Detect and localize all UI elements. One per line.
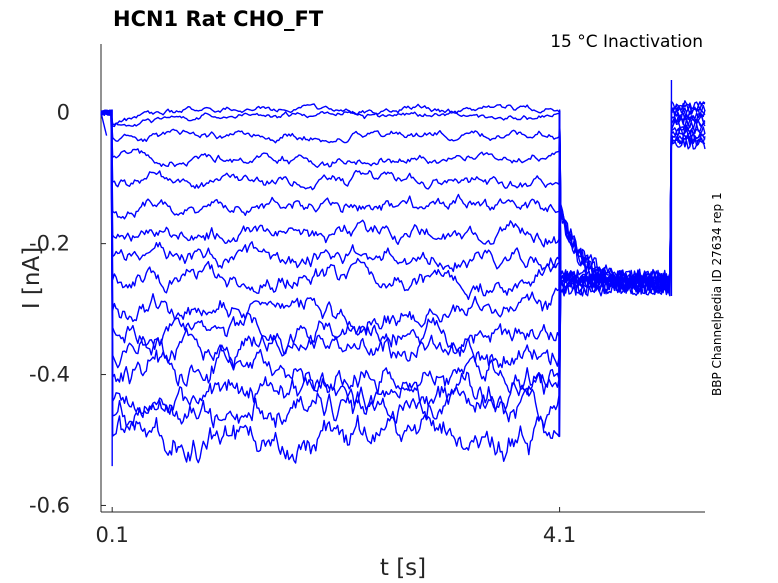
y-tick-label: -0.4 <box>29 363 70 387</box>
current-trace <box>100 109 706 397</box>
side-label: BBP Channelpedia ID 27634 rep 1 <box>710 192 724 396</box>
y-axis-label: I [nA] <box>19 247 45 309</box>
current-trace <box>100 110 706 301</box>
current-trace <box>100 109 706 292</box>
current-trace <box>100 110 706 289</box>
chart-title: HCN1 Rat CHO_FT <box>113 7 324 31</box>
current-trace <box>100 110 706 357</box>
traces <box>100 80 706 467</box>
y-tick-label: -0.2 <box>29 232 70 256</box>
current-trace <box>100 104 706 288</box>
current-trace <box>100 102 706 292</box>
current-trace <box>100 110 706 424</box>
x-tick-label: 4.1 <box>543 523 576 547</box>
y-tick-label: -0.6 <box>29 493 70 517</box>
x-tick-label: 0.1 <box>95 523 128 547</box>
y-tick-label: 0 <box>57 101 70 125</box>
current-trace <box>100 109 706 382</box>
current-trace <box>100 107 706 285</box>
chart-annotation: 15 °C Inactivation <box>550 32 703 52</box>
current-trace <box>100 110 706 285</box>
initial-artifact <box>100 112 108 136</box>
x-ticks: 0.1 4.1 <box>95 507 576 547</box>
x-axis-label: t [s] <box>380 555 426 581</box>
current-trace <box>100 100 706 296</box>
y-ticks: 0 -0.2 -0.4 -0.6 <box>29 101 106 517</box>
current-trace <box>100 110 706 464</box>
current-trace <box>100 109 706 336</box>
current-trace <box>100 109 706 296</box>
